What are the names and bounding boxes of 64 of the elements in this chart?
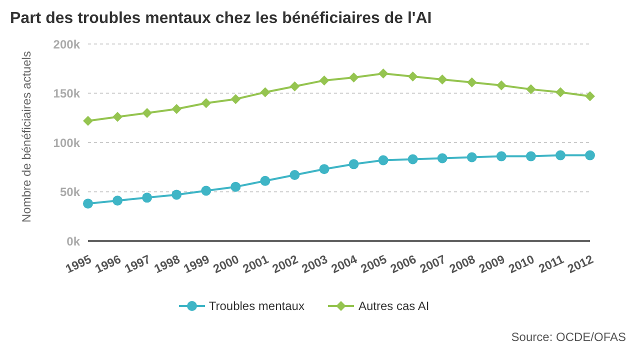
y-axis-title: Nombre de bénéficiaires actuels xyxy=(19,51,34,222)
x-tick-label: 2003 xyxy=(300,252,330,276)
x-tick-label: 2007 xyxy=(418,252,448,276)
x-tick-label: 1995 xyxy=(63,252,94,276)
point xyxy=(348,159,359,170)
point xyxy=(408,154,418,164)
chart-title: Part des troubles mentaux chez les bénéficiaires de l'AI xyxy=(10,10,432,28)
point xyxy=(142,108,152,118)
x-tick-label: 1999 xyxy=(181,252,212,276)
point xyxy=(201,186,212,196)
x-tick-label: 1996 xyxy=(92,252,124,276)
x-tick-label: 1997 xyxy=(122,252,153,276)
x-tick-label: 2010 xyxy=(506,252,537,276)
point xyxy=(230,182,241,192)
point xyxy=(496,151,506,162)
point xyxy=(526,151,536,162)
y-tick-label: 150k xyxy=(53,86,80,101)
point xyxy=(526,84,536,94)
x-tick-label: 2004 xyxy=(329,252,360,276)
point xyxy=(378,68,388,79)
point xyxy=(555,150,566,160)
point xyxy=(201,98,212,108)
point xyxy=(408,72,418,82)
y-tick-label: 100k xyxy=(53,136,80,150)
x-tick-label: 2006 xyxy=(388,252,419,276)
point xyxy=(466,77,477,88)
point xyxy=(83,116,93,126)
point xyxy=(319,75,330,86)
y-tick-label: 0k xyxy=(66,234,80,248)
x-tick-label: 2005 xyxy=(358,252,390,276)
x-tick-label: 1998 xyxy=(152,252,182,276)
point xyxy=(437,153,448,164)
point xyxy=(437,74,448,84)
point xyxy=(585,91,595,102)
legend-label: Troubles mentaux xyxy=(208,299,304,313)
source-note: Source: OCDE/OFAS xyxy=(511,330,626,344)
point xyxy=(142,192,152,203)
legend-label: Autres cas AI xyxy=(357,299,430,313)
y-tick-label: 200k xyxy=(53,37,80,52)
point xyxy=(230,94,241,104)
y-tick-label: 50k xyxy=(60,185,80,200)
point xyxy=(112,196,123,206)
x-tick-label: 2001 xyxy=(240,252,271,276)
point xyxy=(290,170,300,180)
x-tick-label: 2008 xyxy=(447,252,478,276)
point xyxy=(172,104,182,114)
x-tick-label: 2012 xyxy=(565,252,596,276)
point xyxy=(83,198,93,209)
point xyxy=(378,155,388,166)
x-tick-label: 2000 xyxy=(211,252,242,276)
point xyxy=(290,81,300,92)
point xyxy=(319,164,330,174)
point xyxy=(348,72,359,82)
point xyxy=(172,190,182,200)
point xyxy=(112,112,123,122)
x-tick-label: 2011 xyxy=(536,252,566,276)
point xyxy=(496,80,506,90)
x-tick-label: 2009 xyxy=(476,252,508,276)
x-tick-label: 2002 xyxy=(270,252,300,276)
point xyxy=(585,150,595,160)
point xyxy=(260,87,270,98)
point xyxy=(260,176,270,186)
point xyxy=(466,152,477,162)
point xyxy=(555,87,566,98)
